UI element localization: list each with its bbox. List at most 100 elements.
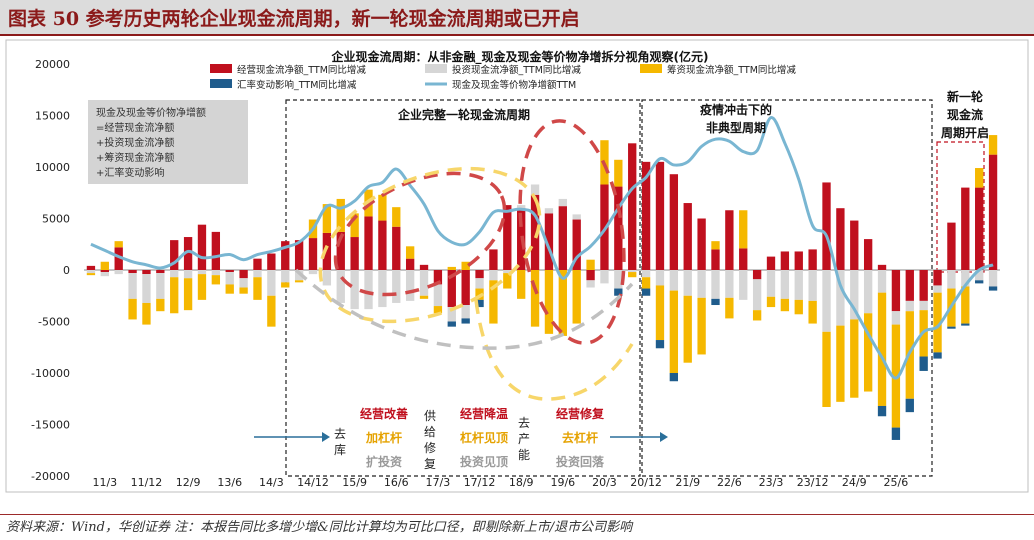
bar-investing bbox=[669, 270, 679, 291]
bar-financing bbox=[183, 278, 193, 311]
x-tick-label: 12/9 bbox=[176, 476, 201, 489]
gray-dashed-arc bbox=[294, 268, 634, 350]
bar-operating bbox=[308, 238, 318, 270]
qu-chan-neng-char: 能 bbox=[518, 448, 530, 462]
legend-label: 经营现金流净额_TTM同比增减 bbox=[237, 64, 366, 76]
qu-chan-neng-char: 产 bbox=[518, 432, 530, 446]
phase-3-line: 经营修复 bbox=[556, 406, 605, 421]
bar-fx bbox=[614, 288, 623, 296]
x-tick-label: 20/3 bbox=[592, 476, 617, 489]
bar-financing bbox=[780, 298, 790, 312]
bar-operating bbox=[378, 220, 387, 270]
y-tick-label: 10000 bbox=[35, 161, 70, 174]
bar-financing bbox=[669, 290, 679, 373]
bar-financing bbox=[447, 266, 456, 270]
bar-fx bbox=[891, 427, 901, 440]
x-tick-label: 14/3 bbox=[259, 476, 284, 489]
bar-fx bbox=[711, 298, 720, 306]
bar-investing bbox=[197, 270, 207, 275]
bar-operating bbox=[988, 154, 998, 270]
bar-financing bbox=[419, 295, 429, 299]
y-tick-label: 15000 bbox=[35, 110, 70, 123]
bar-fx bbox=[947, 326, 956, 329]
x-tick-label: 11/3 bbox=[92, 476, 117, 489]
x-tick-label: 17/3 bbox=[426, 476, 451, 489]
yellow-dashed-arc-2 bbox=[474, 299, 634, 401]
bar-financing bbox=[128, 298, 137, 320]
bar-financing bbox=[281, 282, 290, 288]
bar-financing bbox=[614, 159, 623, 187]
bar-financing bbox=[933, 292, 942, 353]
cash-equivalent-line bbox=[90, 116, 994, 380]
bar-investing bbox=[183, 270, 193, 279]
bar-financing bbox=[350, 213, 359, 238]
arrow-right-head bbox=[660, 432, 668, 442]
bar-investing bbox=[378, 270, 387, 308]
figure-title-bar bbox=[0, 0, 1034, 34]
cycle3-label-line: 新一轮 bbox=[947, 89, 984, 104]
bar-operating bbox=[405, 258, 415, 270]
bar-financing bbox=[503, 273, 512, 289]
bar-investing bbox=[544, 208, 554, 214]
phase-2-line: 经营降温 bbox=[460, 406, 508, 421]
bar-investing bbox=[461, 305, 470, 319]
cycle1-label: 企业完整一轮现金流周期 bbox=[397, 107, 530, 122]
bar-fx bbox=[655, 340, 665, 349]
bar-investing bbox=[558, 198, 567, 207]
bar-financing bbox=[877, 292, 887, 406]
bar-financing bbox=[988, 135, 998, 155]
x-tick-label: 14/12 bbox=[297, 476, 329, 489]
bar-financing bbox=[766, 296, 776, 308]
formula-line-3: +投资现金流净额 bbox=[96, 138, 175, 149]
bar-investing bbox=[711, 270, 720, 299]
x-tick-label: 15/9 bbox=[342, 476, 367, 489]
bar-investing bbox=[628, 270, 637, 273]
bar-investing bbox=[405, 270, 415, 301]
bar-investing bbox=[142, 274, 151, 303]
bar-operating bbox=[253, 258, 262, 270]
bar-investing bbox=[947, 270, 956, 289]
phase-3-line: 投资回落 bbox=[556, 454, 605, 469]
bar-fx bbox=[975, 280, 984, 284]
bar-investing bbox=[100, 272, 109, 277]
bar-investing bbox=[447, 307, 456, 322]
bar-financing bbox=[156, 298, 165, 312]
bar-operating bbox=[628, 143, 637, 270]
bar-operating bbox=[586, 270, 595, 281]
bar-investing bbox=[433, 284, 443, 307]
bar-investing bbox=[114, 270, 123, 275]
bar-operating bbox=[100, 270, 109, 273]
red-dashed-ellipse-2 bbox=[518, 119, 626, 345]
bar-operating bbox=[850, 220, 859, 270]
bar-financing bbox=[836, 325, 845, 402]
bar-operating bbox=[766, 256, 776, 270]
bar-operating bbox=[267, 253, 276, 270]
qu-chan-neng-char: 去 bbox=[518, 416, 530, 430]
bar-investing bbox=[86, 270, 96, 274]
qu-ku-char: 去 bbox=[334, 427, 346, 441]
bar-financing bbox=[628, 272, 637, 278]
bar-operating bbox=[544, 213, 554, 270]
bar-operating bbox=[170, 240, 179, 270]
bar-fx bbox=[669, 373, 679, 382]
bar-operating bbox=[475, 270, 484, 279]
bar-operating bbox=[863, 239, 873, 270]
legend-swatch bbox=[210, 79, 232, 88]
x-tick-label: 25/6 bbox=[884, 476, 909, 489]
bar-financing bbox=[697, 297, 706, 355]
bar-operating bbox=[364, 216, 373, 270]
formula-line-4: +筹资现金流净额 bbox=[96, 153, 175, 164]
bar-investing bbox=[877, 270, 887, 293]
bar-financing bbox=[114, 241, 123, 248]
bar-financing bbox=[517, 270, 526, 299]
bar-fx bbox=[461, 318, 470, 324]
bar-operating bbox=[947, 222, 956, 270]
legend: 经营现金流净额_TTM同比增减 投资现金流净额_TTM同比增减 筹资现金流净额_TT… bbox=[210, 64, 796, 91]
bar-operating bbox=[156, 270, 165, 274]
x-tick-label: 17/12 bbox=[464, 476, 496, 489]
bar-operating bbox=[392, 226, 401, 270]
bar-financing bbox=[975, 168, 984, 188]
bar-investing bbox=[475, 278, 484, 289]
line-layer bbox=[90, 116, 994, 380]
bar-financing bbox=[739, 210, 748, 249]
